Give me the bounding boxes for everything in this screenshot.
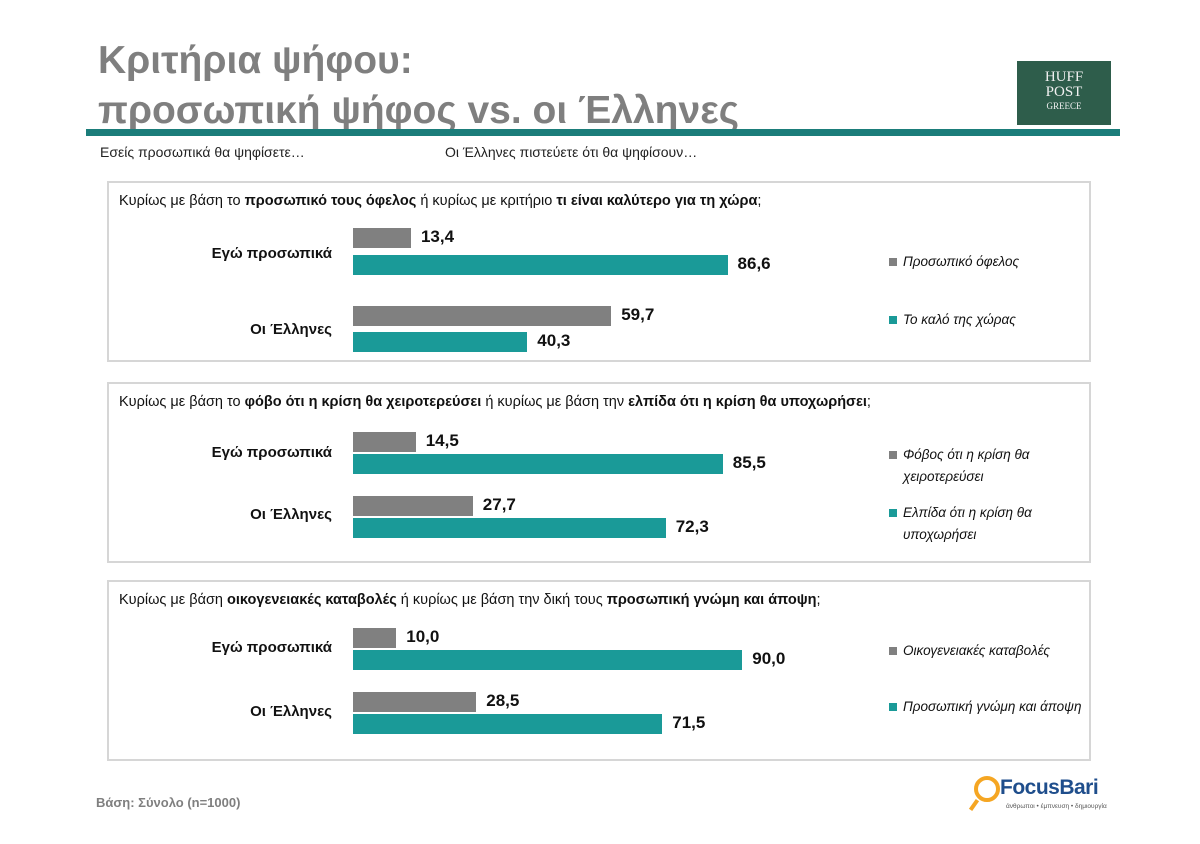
- legend-swatch-gray: [889, 451, 897, 459]
- question-emphasis: οικογενειακές καταβολές: [227, 592, 397, 608]
- legend-entry: Οικογενειακές καταβολές: [903, 643, 1050, 658]
- focusbari-logo: FocusBari άνθρωποι • έμπνευση • δημιουργ…: [968, 772, 1120, 817]
- category-label: Οι Έλληνες: [250, 703, 332, 720]
- question-fragment: ή κυρίως με βάση την: [481, 394, 629, 410]
- value-label: 85,5: [732, 453, 766, 472]
- subtitle-left: Εσείς προσωπικά θα ψηφίσετε…: [100, 144, 305, 160]
- value-label: 27,7: [482, 495, 516, 514]
- legend-entry: Προσωπικό όφελος: [903, 254, 1020, 269]
- question-fragment: Κυρίως με βάση το: [119, 193, 245, 209]
- value-label: 71,5: [672, 713, 706, 732]
- value-label: 72,3: [675, 517, 709, 536]
- legend-entry: Προσωπική γνώμη και άποψη: [903, 699, 1082, 714]
- bar-gray: [353, 228, 411, 248]
- legend-swatch-gray: [889, 647, 897, 655]
- bar-gray: [353, 692, 477, 712]
- bar-teal: [353, 454, 723, 474]
- magnifier-icon: [974, 776, 1000, 802]
- category-label: Οι Έλληνες: [250, 506, 332, 523]
- value-label: 28,5: [486, 691, 520, 710]
- legend-entry: Ελπίδα ότι η κρίση θα υποχωρήσει: [903, 505, 1032, 542]
- question-fragment: ή κυρίως με κριτήριο: [416, 193, 557, 209]
- legend-entry: Φόβος ότι η κρίση θα χειροτερεύσει: [903, 447, 1030, 484]
- bar-teal: [353, 518, 666, 538]
- question-fragment: ;: [866, 394, 871, 410]
- bar-gray: [353, 306, 612, 326]
- value-label: 59,7: [621, 305, 655, 324]
- bar-teal: [353, 255, 728, 275]
- value-label: 14,5: [425, 431, 459, 450]
- legend-swatch-teal: [889, 703, 897, 711]
- bar-gray: [353, 628, 397, 648]
- bar-gray: [353, 496, 473, 516]
- category-label: Οι Έλληνες: [250, 321, 332, 338]
- legend-swatch-gray: [889, 258, 897, 266]
- question-fragment: ;: [816, 592, 821, 608]
- question-emphasis: προσωπική γνώμη και άποψη: [606, 592, 817, 608]
- question-fragment: Κυρίως με βάση το: [119, 394, 245, 410]
- question-fragment: ;: [757, 193, 762, 209]
- title-divider: [86, 129, 1120, 136]
- focusbari-tagline: άνθρωποι • έμπνευση • δημιουργία: [1006, 803, 1107, 810]
- huffpost-logo-line3: GREECE: [1046, 101, 1082, 111]
- huffpost-logo-line2: POST: [1045, 84, 1083, 100]
- bar-teal: [353, 332, 528, 352]
- chart-panel-1: Κυρίως με βάση το προσωπικό τους όφελος …: [107, 181, 1091, 362]
- category-label: Εγώ προσωπικά: [211, 245, 332, 262]
- value-label: 86,6: [737, 254, 771, 273]
- base-note: Βάση: Σύνολο (n=1000): [96, 795, 241, 810]
- category-label: Εγώ προσωπικά: [211, 444, 332, 461]
- bar-teal: [353, 714, 663, 734]
- value-label: 40,3: [537, 331, 571, 350]
- question-text: Κυρίως με βάση οικογενειακές καταβολές ή…: [119, 592, 821, 608]
- page-title: Κριτήρια ψήφου: προσωπική ψήφος vs. οι Έ…: [98, 36, 739, 136]
- huffpost-logo-line1: HUFF: [1044, 69, 1084, 85]
- page-title-line1: Κριτήρια ψήφου:: [98, 39, 413, 82]
- focusbari-name: FocusBari: [1000, 776, 1099, 799]
- value-label: 13,4: [420, 227, 455, 246]
- value-label: 10,0: [406, 627, 440, 646]
- legend-swatch-teal: [889, 316, 897, 324]
- legend-swatch-teal: [889, 509, 897, 517]
- question-text: Κυρίως με βάση το προσωπικό τους όφελος …: [119, 193, 761, 209]
- question-fragment: ή κυρίως με βάση την δική τους: [396, 592, 607, 608]
- question-emphasis: προσωπικό τους όφελος: [244, 193, 417, 209]
- bar-gray: [353, 432, 416, 452]
- question-emphasis: φόβο ότι η κρίση θα χειροτερεύσει: [244, 394, 482, 410]
- legend-entry: Το καλό της χώρας: [903, 312, 1016, 327]
- question-fragment: Κυρίως με βάση: [119, 592, 228, 608]
- page-title-line2: προσωπική ψήφος vs. οι Έλληνες: [98, 89, 739, 132]
- category-label: Εγώ προσωπικά: [211, 639, 332, 656]
- chart-panel-3: Κυρίως με βάση οικογενειακές καταβολές ή…: [107, 580, 1091, 761]
- question-emphasis: τι είναι καλύτερο για τη χώρα: [556, 193, 758, 209]
- value-label: 90,0: [752, 649, 786, 668]
- question-text: Κυρίως με βάση το φόβο ότι η κρίση θα χε…: [119, 394, 871, 410]
- magnifier-handle-icon: [968, 798, 980, 812]
- chart-panel-2: Κυρίως με βάση το φόβο ότι η κρίση θα χε…: [107, 382, 1091, 563]
- huffpost-logo: HUFF POST GREECE: [1017, 61, 1111, 125]
- bar-teal: [353, 650, 743, 670]
- question-emphasis: ελπίδα ότι η κρίση θα υποχωρήσει: [628, 394, 867, 410]
- subtitle-right: Οι Έλληνες πιστεύετε ότι θα ψηφίσουν…: [445, 144, 698, 160]
